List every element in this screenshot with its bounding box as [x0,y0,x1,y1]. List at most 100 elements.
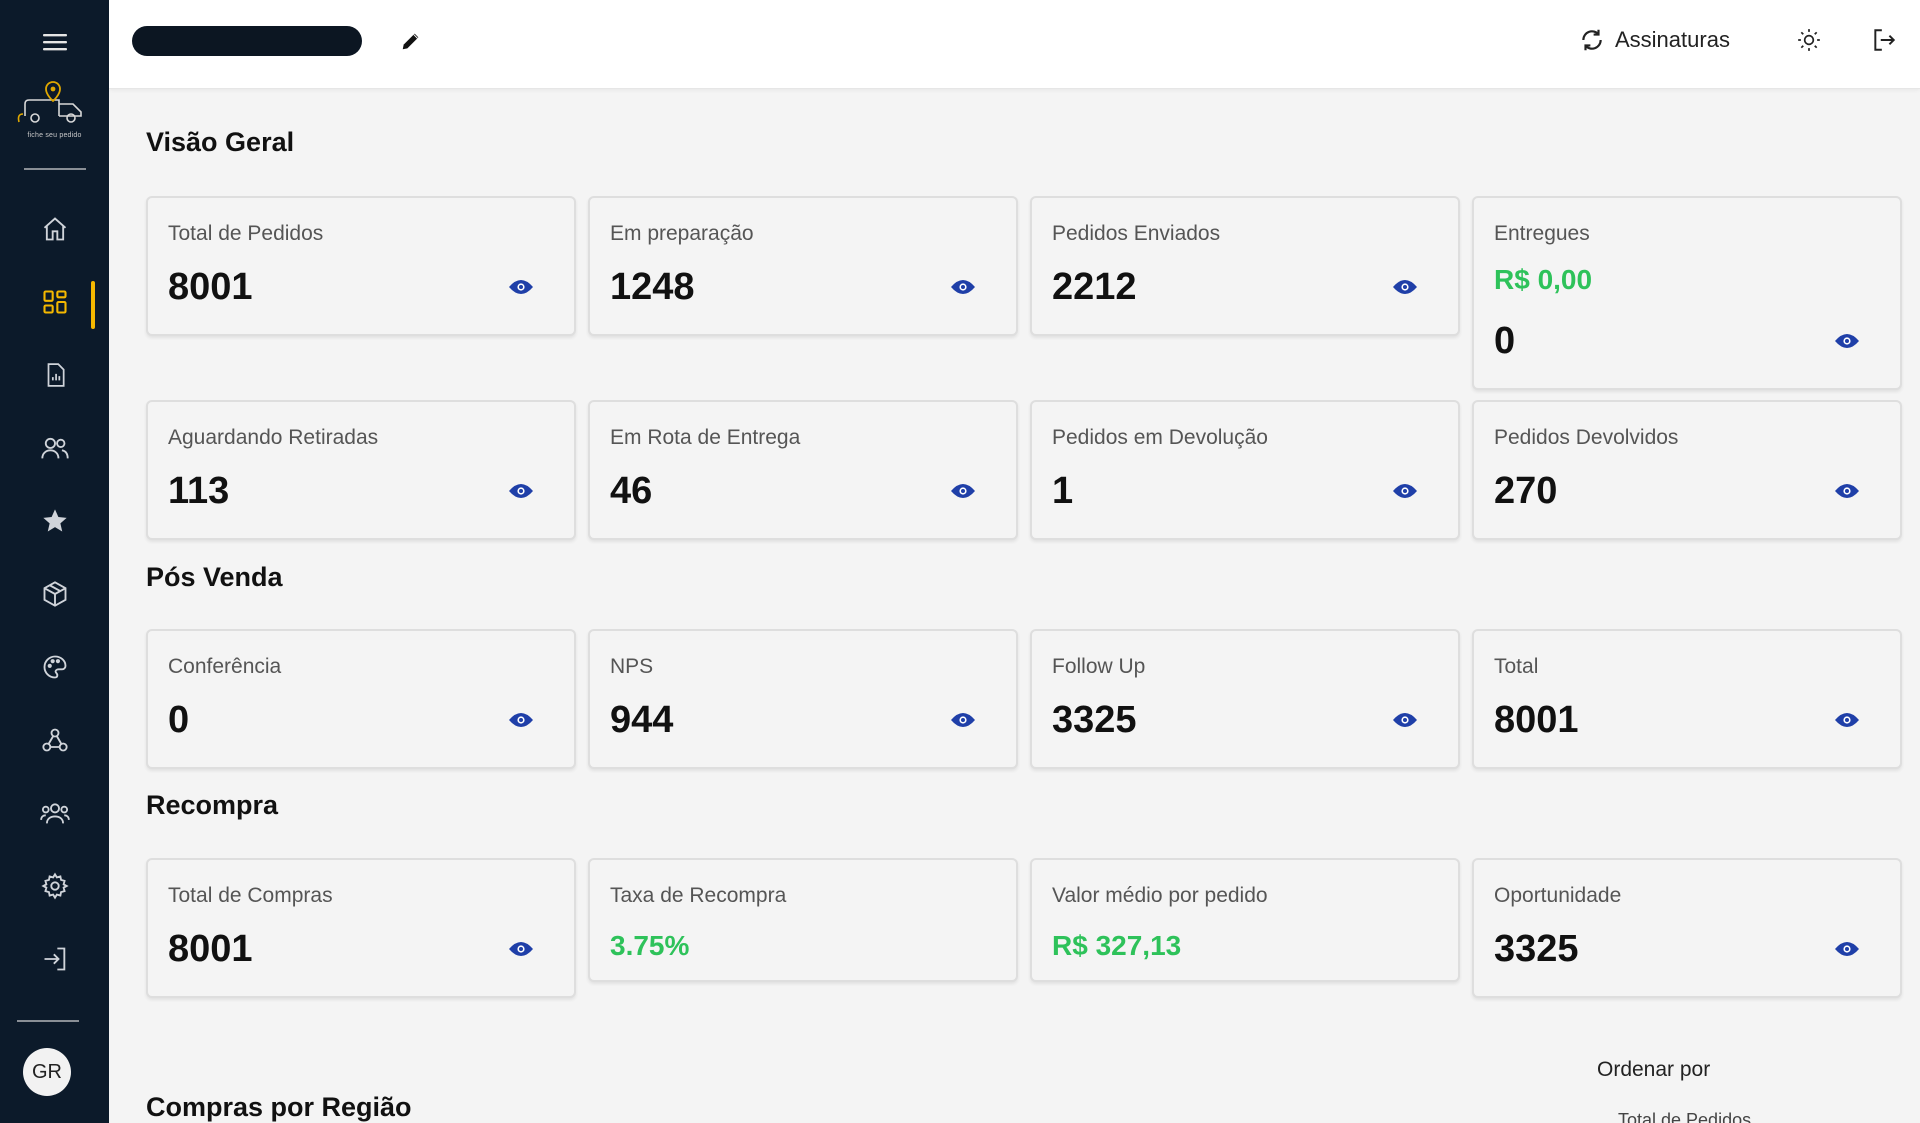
eye-icon[interactable] [1834,711,1860,729]
card-label: Valor médio por pedido [1052,884,1268,907]
card-label: Total de Pedidos [168,222,324,245]
card-label: Em Rota de Entrega [610,426,801,449]
sidebar-item-home[interactable] [0,192,109,265]
card-label: Pedidos Devolvidos [1494,426,1679,449]
eye-icon[interactable] [1392,482,1418,500]
card-value: 8001 [168,266,253,308]
section-title-repurchase: Recompra [146,790,279,820]
dashboard-icon [42,289,67,314]
card-value: 270 [1494,470,1558,512]
sort-select[interactable]: Total de Pedidos [1618,1110,1752,1123]
logo-text: fiche seu pedido [27,132,82,139]
section-title-region: Compras por Região [146,1092,412,1122]
sidebar-item-webhooks[interactable] [0,703,109,776]
card-value: 2212 [1052,266,1137,308]
report-icon [47,362,65,387]
eye-icon[interactable] [508,711,534,729]
theme-toggle-button[interactable] [1789,20,1829,60]
card-value: 944 [610,699,674,741]
sidebar-item-dashboard[interactable] [0,265,109,338]
card-orders-returned: Pedidos Devolvidos 270 [1472,400,1902,540]
webhook-icon [41,728,68,751]
card-delivered: Entregues R$ 0,00 0 [1472,196,1902,390]
eye-icon[interactable] [508,482,534,500]
card-value: 3.75% [610,930,690,961]
card-label: Pedidos Enviados [1052,222,1221,245]
store-name-redacted [132,26,362,56]
card-label: Oportunidade [1494,884,1622,907]
card-awaiting-pickup: Aguardando Retiradas 113 [146,400,576,540]
star-icon [42,508,67,531]
users-icon [40,437,69,458]
card-orders-returning: Pedidos em Devolução 1 [1030,400,1460,540]
eye-icon[interactable] [1392,278,1418,296]
eye-icon[interactable] [950,711,976,729]
subscriptions-button[interactable]: Assinaturas [1579,20,1730,60]
card-label: Conferência [168,655,282,678]
card-value: 0 [168,699,190,741]
sidebar-divider [23,168,86,170]
truck-logo-icon [17,81,82,123]
card-label: Pedidos em Devolução [1052,426,1268,449]
sort-label: Ordenar por [1597,1058,1711,1081]
box-icon [43,580,66,607]
card-label: Aguardando Retiradas [168,426,379,449]
card-follow-up: Follow Up 3325 [1030,629,1460,769]
eye-icon[interactable] [1834,332,1860,350]
card-label: Total [1494,655,1539,678]
eye-icon[interactable] [1834,482,1860,500]
sidebar-item-login[interactable] [0,922,109,995]
eye-icon[interactable] [508,278,534,296]
card-opportunity: Oportunidade 3325 [1472,858,1902,998]
team-icon [39,802,70,823]
card-post-sale-total: Total 8001 [1472,629,1902,769]
sidebar-item-reports[interactable] [0,338,109,411]
card-out-for-delivery: Em Rota de Entrega 46 [588,400,1018,540]
card-label: Taxa de Recompra [610,884,787,907]
sidebar-item-products[interactable] [0,557,109,630]
topbar: Assinaturas [109,0,1920,89]
sidebar: fiche seu pedido [0,0,109,1123]
card-value: 3325 [1494,928,1579,970]
sidebar-item-team[interactable] [0,776,109,849]
card-label: Entregues [1494,222,1590,245]
logo: fiche seu pedido [13,78,97,144]
card-repurchase-rate: Taxa de Recompra 3.75% [588,858,1018,982]
refresh-icon [1582,29,1602,51]
section-title-post-sale: Pós Venda [146,562,283,592]
sidebar-item-favorites[interactable] [0,484,109,557]
edit-store-button[interactable] [394,24,428,58]
eye-icon[interactable] [950,482,976,500]
palette-icon [43,655,66,678]
card-in-preparation: Em preparação 1248 [588,196,1018,336]
logout-button[interactable] [1864,20,1904,60]
card-total-orders: Total de Pedidos 8001 [146,196,576,336]
card-nps: NPS 944 [588,629,1018,769]
sign-in-icon [44,947,65,970]
eye-icon[interactable] [508,940,534,958]
card-label: NPS [610,655,654,678]
eye-icon[interactable] [1392,711,1418,729]
card-value: 1248 [610,266,695,308]
avatar[interactable]: GR [23,1048,71,1096]
gear-icon [40,872,69,899]
card-value: R$ 327,13 [1052,930,1182,961]
sidebar-item-settings[interactable] [0,849,109,922]
pencil-icon [402,33,419,50]
home-icon [43,216,66,240]
sun-icon [1798,29,1820,51]
sidebar-item-customers[interactable] [0,411,109,484]
eye-icon[interactable] [950,278,976,296]
card-value: 1 [1052,470,1074,512]
sidebar-nav [0,192,109,995]
card-average-order-value: Valor médio por pedido R$ 327,13 [1030,858,1460,982]
card-total-purchases: Total de Compras 8001 [146,858,576,998]
eye-icon[interactable] [1834,940,1860,958]
subscriptions-label: Assinaturas [1615,27,1730,52]
menu-icon[interactable] [35,26,75,58]
card-money-value: R$ 0,00 [1494,264,1593,295]
section-title-overview: Visão Geral [146,127,295,157]
card-conference: Conferência 0 [146,629,576,769]
sidebar-item-themes[interactable] [0,630,109,703]
card-value: 113 [168,470,230,512]
